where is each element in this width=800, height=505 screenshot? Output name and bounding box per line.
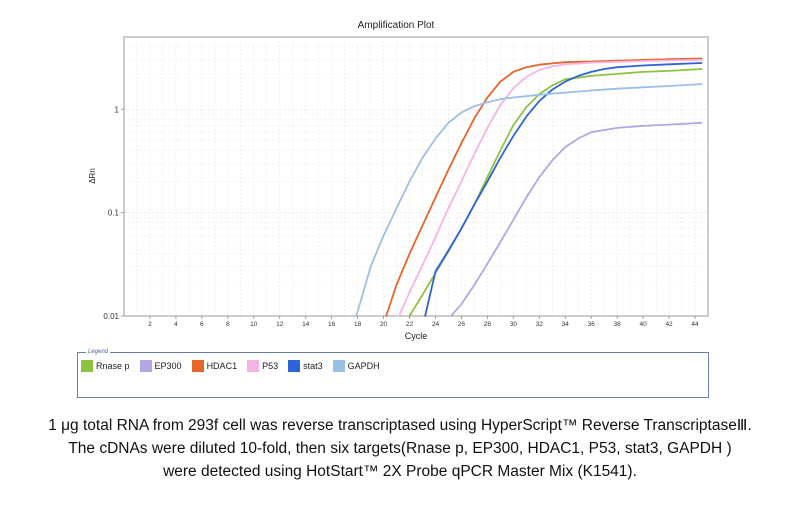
caption: 1 μg total RNA from 293f cell was revers… bbox=[0, 414, 800, 483]
x-tick-label: 4 bbox=[174, 321, 178, 328]
amplification-plot: Amplification Plot 2 4 6 8 10 12 14 16 18 20 22 24 2… bbox=[88, 20, 709, 341]
series-lines bbox=[355, 57, 703, 317]
x-axis-ticks: 2 4 6 8 10 12 14 16 18 20 22 24 26 28 30 32 34 36 38 40 42 44 bbox=[148, 316, 699, 328]
x-tick-label: 14 bbox=[302, 321, 310, 328]
series-line-hdac1 bbox=[385, 57, 703, 317]
legend-swatch bbox=[139, 360, 152, 372]
x-tick-label: 16 bbox=[328, 321, 336, 328]
legend-label: P53 bbox=[262, 361, 279, 371]
x-tick-label: 18 bbox=[354, 321, 362, 328]
x-tick-label: 44 bbox=[691, 321, 699, 328]
caption-line-3: were detected using HotStart™ 2X Probe q… bbox=[163, 463, 637, 480]
x-tick-label: 30 bbox=[510, 321, 518, 328]
legend-title: Legend bbox=[86, 348, 111, 356]
x-tick-label: 34 bbox=[562, 321, 570, 328]
series-line-ep300 bbox=[450, 121, 703, 317]
legend-item-hdac1: HDAC1 bbox=[191, 360, 238, 372]
legend-label: GAPDH bbox=[347, 361, 380, 371]
x-tick-label: 12 bbox=[276, 321, 284, 328]
legend-items: Rnase p EP300 HDAC1 P53 stat3 GAPDH bbox=[81, 360, 390, 372]
legend-swatch bbox=[288, 360, 301, 372]
legend-label: stat3 bbox=[303, 361, 323, 371]
y-axis-ticks: 0.01 0.1 1 bbox=[103, 105, 124, 321]
grid bbox=[124, 36, 708, 317]
legend-item-rnase-p: Rnase p bbox=[81, 360, 130, 372]
legend: Legend Rnase p EP300 HDAC1 P53 stat3 GAPDH bbox=[77, 348, 709, 398]
series-line-stat3 bbox=[424, 62, 703, 317]
caption-line-1: 1 μg total RNA from 293f cell was revers… bbox=[48, 417, 752, 434]
x-tick-label: 36 bbox=[588, 321, 596, 328]
legend-label: HDAC1 bbox=[206, 361, 238, 371]
plot-area bbox=[123, 36, 709, 317]
legend-item-ep300: EP300 bbox=[139, 360, 182, 372]
caption-line-2: The cDNAs were diluted 10-fold, then six… bbox=[68, 440, 732, 457]
y-axis-label: ΔRn bbox=[88, 168, 97, 184]
chart-title: Amplification Plot bbox=[358, 20, 435, 31]
legend-swatch bbox=[191, 360, 204, 372]
x-tick-label: 6 bbox=[200, 321, 204, 328]
x-tick-label: 42 bbox=[665, 321, 673, 328]
legend-label: Rnase p bbox=[96, 361, 130, 371]
legend-swatch bbox=[332, 360, 345, 372]
y-tick-label: 0.1 bbox=[108, 209, 120, 218]
series-line-gapdh bbox=[355, 83, 703, 317]
x-tick-label: 2 bbox=[148, 321, 152, 328]
x-axis-label: Cycle bbox=[405, 331, 428, 341]
x-tick-label: 28 bbox=[484, 321, 492, 328]
legend-item-stat3: stat3 bbox=[288, 360, 323, 372]
y-tick-label: 1 bbox=[115, 105, 120, 114]
legend-label: EP300 bbox=[154, 361, 182, 371]
x-tick-label: 10 bbox=[250, 321, 258, 328]
x-tick-label: 40 bbox=[639, 321, 647, 328]
legend-item-p53: P53 bbox=[247, 360, 278, 372]
x-tick-label: 24 bbox=[432, 321, 440, 328]
series-line-p53 bbox=[398, 59, 703, 317]
x-tick-label: 8 bbox=[226, 321, 230, 328]
legend-swatch bbox=[81, 360, 93, 372]
x-tick-label: 38 bbox=[614, 321, 622, 328]
x-tick-label: 20 bbox=[380, 321, 388, 328]
y-tick-label: 0.01 bbox=[103, 312, 119, 321]
series-line-rnase-p bbox=[408, 68, 703, 317]
x-tick-label: 32 bbox=[536, 321, 544, 328]
x-tick-label: 22 bbox=[406, 321, 414, 328]
legend-swatch bbox=[247, 360, 260, 372]
x-tick-label: 26 bbox=[458, 321, 466, 328]
legend-item-gapdh: GAPDH bbox=[332, 360, 380, 372]
